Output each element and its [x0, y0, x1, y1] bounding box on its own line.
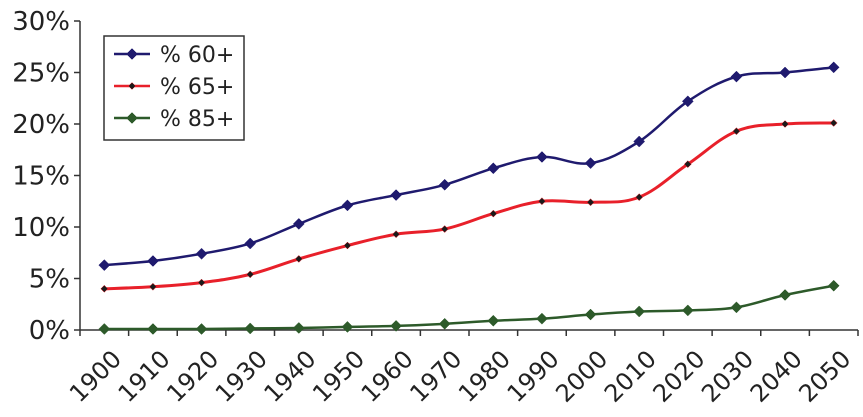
data-point: [100, 284, 109, 293]
legend: % 60+ % 65+ % 85+: [103, 35, 245, 141]
data-point: [149, 282, 157, 291]
x-tick-label: 1960: [356, 345, 419, 408]
x-tick-label: 2000: [550, 345, 613, 408]
data-point: [536, 312, 548, 325]
data-point: [438, 317, 451, 330]
data-point: [244, 322, 257, 335]
series-1: [98, 61, 840, 271]
data-point: [440, 225, 449, 233]
x-tick-label: 1940: [259, 345, 322, 408]
data-point: [438, 178, 451, 191]
x-tick-label: 1970: [404, 345, 467, 408]
data-point: [730, 301, 743, 314]
data-point: [98, 259, 111, 271]
data-point: [98, 323, 111, 335]
y-tick-label: 25%: [12, 59, 70, 89]
data-point: [584, 157, 597, 169]
data-point: [489, 209, 498, 218]
data-point: [392, 230, 400, 239]
data-point: [341, 321, 354, 333]
data-point: [633, 305, 646, 318]
x-tick-label: 1990: [502, 345, 565, 408]
data-point: [829, 119, 838, 127]
x-tick-label: 1920: [161, 345, 224, 408]
data-point: [244, 237, 257, 250]
data-point: [294, 255, 303, 263]
data-point: [341, 199, 354, 212]
data-point: [292, 322, 305, 334]
legend-label: % 85+: [160, 107, 234, 132]
legend-item: % 65+: [114, 75, 234, 100]
x-tick-label: 2050: [793, 345, 856, 408]
data-point: [538, 197, 546, 206]
data-point: [487, 314, 500, 327]
data-point: [633, 135, 646, 148]
data-point: [781, 120, 789, 128]
x-tick-label: 2020: [648, 345, 711, 408]
series-layer: [98, 61, 840, 335]
data-point: [390, 320, 402, 332]
series-line: [104, 66, 834, 267]
data-point: [147, 255, 159, 267]
x-tick-label: 1980: [453, 345, 516, 408]
legend-item: % 85+: [114, 107, 234, 132]
series-line: [104, 284, 834, 331]
data-point: [147, 323, 159, 335]
y-tick-label: 15%: [12, 162, 70, 192]
data-point: [730, 70, 743, 83]
data-point: [195, 247, 208, 260]
data-point: [586, 198, 595, 207]
x-tick-label: 2010: [599, 345, 662, 408]
data-point: [635, 193, 644, 201]
y-tick-label: 20%: [12, 110, 70, 140]
x-tick-label: 1910: [113, 345, 176, 408]
y-tick-label: 30%: [12, 7, 70, 37]
series-line: [104, 121, 834, 291]
legend-label: % 65+: [160, 75, 234, 100]
data-point: [584, 308, 597, 321]
x-tick-label: 1900: [64, 345, 127, 408]
legend-swatch-marker: [128, 82, 136, 90]
data-point: [487, 162, 500, 175]
x-tick-label: 2030: [696, 345, 759, 408]
legend-swatch-marker: [126, 112, 138, 124]
y-tick-label: 10%: [12, 213, 70, 243]
x-tick-label: 2040: [745, 345, 808, 408]
data-point: [536, 151, 548, 163]
data-point: [246, 270, 255, 279]
x-tick-label: 1950: [307, 345, 370, 408]
legend-swatch-marker: [126, 48, 138, 60]
data-point: [681, 304, 694, 317]
data-point: [343, 241, 352, 250]
legend-label: % 60+: [160, 43, 234, 68]
data-point: [827, 61, 840, 74]
x-tick-label: 1930: [210, 345, 273, 408]
data-point: [195, 323, 208, 335]
data-point: [779, 289, 791, 301]
data-point: [197, 278, 206, 287]
series-2: [100, 119, 838, 293]
data-point: [292, 218, 305, 230]
data-point: [390, 189, 402, 201]
y-tick-label: 0%: [29, 316, 70, 346]
y-tick-label: 5%: [29, 265, 70, 295]
legend-item: % 60+: [114, 43, 234, 68]
data-point: [681, 95, 694, 108]
data-point: [732, 127, 741, 136]
data-point: [683, 160, 692, 169]
series-3: [98, 279, 840, 335]
legend-box: [103, 35, 245, 141]
data-point: [827, 279, 840, 292]
data-point: [779, 66, 791, 79]
